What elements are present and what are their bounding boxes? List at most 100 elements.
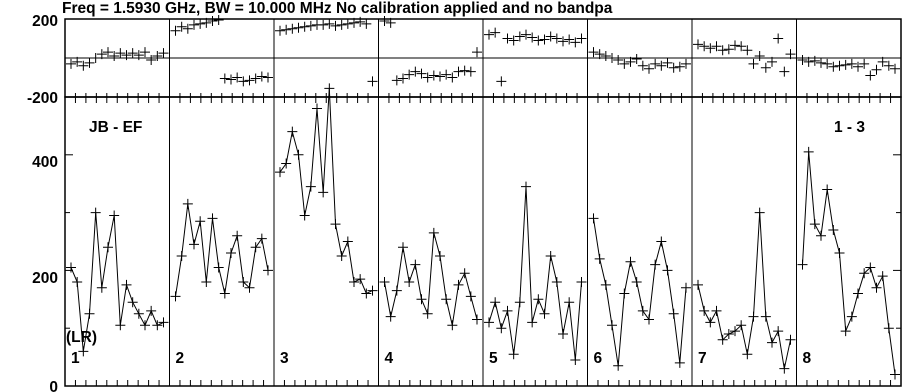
amp-point	[619, 288, 630, 299]
phase-point	[767, 56, 777, 67]
amp-point	[637, 305, 648, 316]
baseband-label-3: 3	[280, 350, 289, 367]
amp-point	[600, 279, 611, 290]
phase-point	[146, 54, 157, 65]
phase-point	[490, 27, 501, 38]
phase-point	[662, 57, 673, 68]
amp-point	[656, 236, 667, 247]
amp-point	[570, 354, 581, 365]
amp-point	[182, 198, 193, 209]
amp-point	[355, 274, 366, 285]
amp-point	[465, 291, 476, 302]
amp-point	[146, 305, 157, 316]
phase-point	[570, 37, 581, 48]
amp-point	[496, 323, 507, 334]
phase-point	[441, 69, 452, 80]
amp-point	[287, 126, 298, 137]
amp-point	[625, 256, 636, 267]
phase-point	[564, 34, 575, 45]
phase-point	[435, 71, 445, 82]
phase-point	[355, 16, 366, 27]
amp-point	[133, 308, 144, 319]
amp-point	[748, 311, 759, 322]
phase-point	[336, 19, 347, 30]
phase-point	[140, 47, 150, 58]
amp-point	[453, 279, 464, 290]
amp-point	[232, 230, 243, 241]
amp-point	[693, 279, 703, 290]
phase-point	[195, 18, 206, 29]
phase-point	[152, 51, 163, 62]
phase-point	[72, 56, 83, 67]
amp-point	[459, 268, 470, 279]
phase-ytick-top: 200	[32, 13, 58, 30]
amp-point	[699, 305, 710, 316]
amp-point	[865, 262, 876, 273]
amp-trace-5	[488, 186, 582, 361]
amp-point	[367, 285, 378, 296]
amp-point	[336, 250, 347, 261]
phase-point	[263, 72, 273, 83]
amp-point	[742, 349, 753, 360]
amp-point	[226, 248, 236, 259]
amp-trace-6	[593, 218, 687, 366]
phase-point	[514, 31, 525, 42]
amp-point	[78, 346, 89, 357]
phase-point	[576, 33, 587, 44]
amp-point	[650, 259, 661, 270]
amp-point	[846, 311, 857, 322]
amp-point	[66, 262, 76, 273]
amp-point	[140, 320, 150, 331]
baseband-label-4: 4	[385, 350, 394, 367]
amp-point	[213, 262, 224, 273]
amp-point	[564, 297, 575, 308]
amp-point	[404, 276, 415, 287]
amp-point	[410, 259, 421, 270]
phase-point	[809, 55, 820, 66]
amp-point	[361, 288, 372, 299]
amp-point	[558, 328, 568, 339]
phase-point	[256, 71, 267, 82]
amp-point	[96, 282, 107, 293]
amp-point	[472, 314, 482, 325]
amp-trace-1	[70, 212, 164, 352]
amp-trace-2	[175, 203, 269, 297]
phase-point	[699, 41, 710, 52]
amp-point	[723, 328, 734, 339]
phase-point	[853, 61, 863, 72]
amp-point	[342, 236, 353, 247]
amp-point	[275, 167, 285, 178]
amp-point	[662, 265, 673, 276]
baseband-label-2: 2	[176, 350, 185, 367]
phase-point	[170, 25, 181, 36]
phase-point	[723, 44, 734, 55]
phase-point	[613, 54, 624, 65]
phase-point	[539, 34, 550, 45]
amp-ytick-400: 400	[32, 154, 58, 171]
amp-point	[72, 276, 83, 287]
baseband-label-7: 7	[698, 350, 707, 367]
amp-point	[681, 282, 691, 293]
phase-point	[656, 60, 667, 71]
amp-point	[170, 291, 181, 302]
amp-point	[330, 219, 341, 230]
phase-point	[465, 66, 476, 77]
phase-point	[828, 61, 839, 72]
phase-point	[201, 17, 212, 28]
phase-point	[287, 23, 298, 34]
phase-ytick-bottom: -200	[27, 90, 58, 107]
phase-point	[226, 74, 236, 85]
amp-point	[631, 276, 642, 287]
phase-point	[213, 14, 224, 25]
phase-point	[674, 61, 685, 72]
phase-point	[681, 58, 691, 69]
phase-point	[594, 49, 605, 60]
amp-point	[730, 326, 740, 337]
phase-point	[558, 36, 568, 47]
amp-point	[398, 242, 408, 253]
baseline-label: JB - EF	[89, 119, 142, 136]
amp-point	[877, 271, 888, 282]
phase-point	[600, 51, 611, 62]
phase-point	[871, 64, 882, 75]
